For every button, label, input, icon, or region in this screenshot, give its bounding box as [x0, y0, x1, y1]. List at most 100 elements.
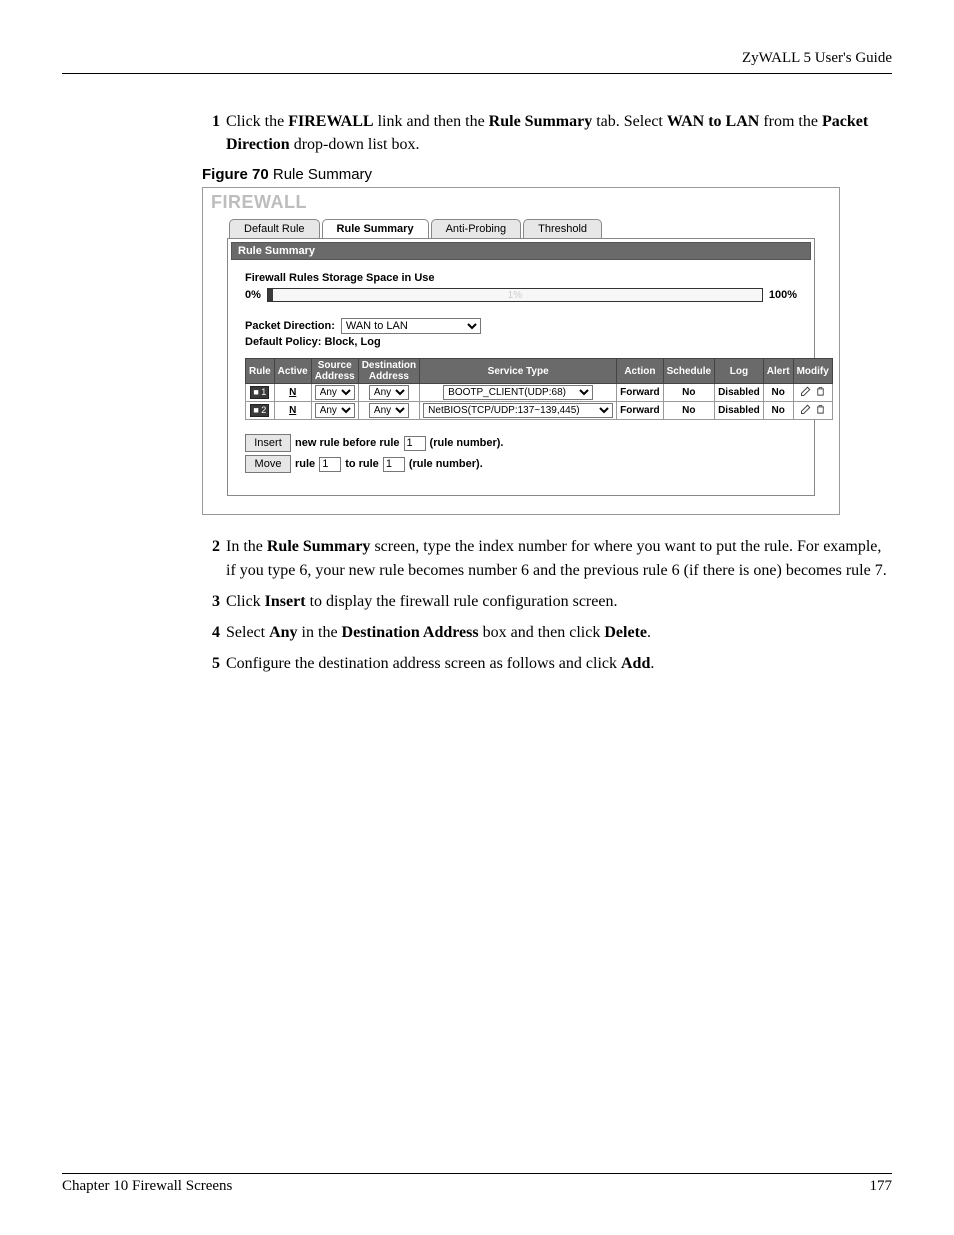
panel: Rule Summary Firewall Rules Storage Spac… [227, 238, 815, 496]
edit-icon[interactable] [800, 403, 812, 418]
th-dst: Destination Address [358, 359, 419, 384]
txt: link and then the [374, 113, 489, 130]
pct-right: 100% [769, 289, 797, 301]
th-active: Active [274, 359, 311, 384]
default-policy: Default Policy: Block, Log [245, 336, 797, 348]
step-body: Click Insert to display the firewall rul… [226, 590, 892, 613]
log-cell: Disabled [715, 384, 764, 402]
step-4: 4 Select Any in the Destination Address … [202, 621, 892, 644]
alert-cell: No [763, 384, 793, 402]
table-row: ■ 1NAnyAnyBOOTP_CLIENT(UDP:68)ForwardNoD… [246, 384, 833, 402]
delete-icon[interactable] [815, 403, 826, 418]
move-to-input[interactable] [383, 457, 405, 472]
th-action: Action [617, 359, 663, 384]
packet-direction-select[interactable]: WAN to LAN [341, 318, 481, 334]
bold: Insert [265, 593, 306, 610]
txt: from the [759, 113, 822, 130]
step-2: 2 In the Rule Summary screen, type the i… [202, 535, 892, 581]
footer-chapter: Chapter 10 Firewall Screens [62, 1178, 232, 1195]
th-svc: Service Type [420, 359, 617, 384]
move-text2: to rule [345, 458, 379, 470]
txt: . [647, 624, 651, 641]
tab-anti-probing[interactable]: Anti-Probing [431, 219, 522, 238]
txt: to display the firewall rule configurati… [306, 593, 618, 610]
page: ZyWALL 5 User's Guide 1 Click the FIREWA… [0, 0, 954, 1235]
alert-cell: No [763, 402, 793, 420]
move-from-input[interactable] [319, 457, 341, 472]
section-header: Rule Summary [231, 242, 811, 260]
txt: Configure the destination address screen… [226, 655, 621, 672]
header-guide: ZyWALL 5 User's Guide [62, 50, 892, 73]
dir-label: Packet Direction: [245, 320, 335, 332]
bold: Rule Summary [267, 538, 371, 555]
pct-left: 0% [245, 289, 261, 301]
tab-default-rule[interactable]: Default Rule [229, 219, 320, 238]
th-sched: Schedule [663, 359, 714, 384]
bold: Any [269, 624, 297, 641]
txt: Select [226, 624, 269, 641]
figure-caption: Figure 70 Rule Summary [202, 166, 892, 183]
step-num: 2 [202, 535, 220, 581]
th-log: Log [715, 359, 764, 384]
action-cell: Forward [617, 402, 663, 420]
step-body: Configure the destination address screen… [226, 652, 892, 675]
bold: Destination Address [342, 624, 479, 641]
move-row: Move rule to rule (rule number). [245, 455, 797, 473]
packet-direction-row: Packet Direction: WAN to LAN [245, 318, 797, 334]
move-button[interactable]: Move [245, 455, 291, 473]
bottom-controls: Insert new rule before rule (rule number… [245, 434, 797, 473]
footer-row: Chapter 10 Firewall Screens 177 [62, 1178, 892, 1195]
panel-body: Firewall Rules Storage Space in Use 0% 1… [231, 260, 811, 492]
th-modify: Modify [793, 359, 832, 384]
fig-title: Rule Summary [269, 166, 372, 183]
bold: Delete [604, 624, 647, 641]
storage-bar: 1% [267, 288, 763, 302]
active-toggle[interactable]: N [289, 405, 296, 416]
insert-rule-input[interactable] [404, 436, 426, 451]
active-toggle[interactable]: N [289, 387, 296, 398]
insert-text2: (rule number). [430, 437, 504, 449]
txt: in the [298, 624, 342, 641]
service-select[interactable]: BOOTP_CLIENT(UDP:68) [443, 385, 593, 400]
rules-table: Rule Active Source Address Destination A… [245, 358, 833, 420]
src-select[interactable]: Any [315, 403, 355, 418]
step-body: In the Rule Summary screen, type the ind… [226, 535, 892, 581]
table-row: ■ 2NAnyAnyNetBIOS(TCP/UDP:137~139,445)Fo… [246, 402, 833, 420]
screenshot-firewall: FIREWALL Default Rule Rule Summary Anti-… [202, 187, 840, 515]
th-rule: Rule [246, 359, 275, 384]
footer-rule [62, 1173, 892, 1174]
action-cell: Forward [617, 384, 663, 402]
modify-cell [793, 402, 832, 420]
schedule-cell: No [663, 384, 714, 402]
storage-title: Firewall Rules Storage Space in Use [245, 272, 797, 284]
txt: Click [226, 593, 265, 610]
move-text1: rule [295, 458, 315, 470]
schedule-cell: No [663, 402, 714, 420]
dst-select[interactable]: Any [369, 403, 409, 418]
src-select[interactable]: Any [315, 385, 355, 400]
service-select[interactable]: NetBIOS(TCP/UDP:137~139,445) [423, 403, 613, 418]
tab-threshold[interactable]: Threshold [523, 219, 602, 238]
move-text3: (rule number). [409, 458, 483, 470]
fig-label: Figure 70 [202, 166, 269, 183]
rule-badge: ■ 1 [250, 386, 269, 399]
log-cell: Disabled [715, 402, 764, 420]
bar-text: 1% [268, 289, 762, 301]
content: 1 Click the FIREWALL link and then the R… [202, 110, 892, 675]
bold: Rule Summary [489, 113, 593, 130]
modify-cell [793, 384, 832, 402]
table-header-row: Rule Active Source Address Destination A… [246, 359, 833, 384]
insert-button[interactable]: Insert [245, 434, 291, 452]
dst-select[interactable]: Any [369, 385, 409, 400]
step-3: 3 Click Insert to display the firewall r… [202, 590, 892, 613]
tab-bar: Default Rule Rule Summary Anti-Probing T… [203, 219, 839, 238]
delete-icon[interactable] [815, 385, 826, 400]
step-body: Click the FIREWALL link and then the Rul… [226, 110, 892, 156]
txt: box and then click [479, 624, 605, 641]
txt: . [650, 655, 654, 672]
tab-rule-summary[interactable]: Rule Summary [322, 219, 429, 238]
edit-icon[interactable] [800, 385, 812, 400]
footer-page: 177 [870, 1178, 893, 1195]
txt: drop-down list box. [290, 136, 420, 153]
footer: Chapter 10 Firewall Screens 177 [62, 1173, 892, 1195]
